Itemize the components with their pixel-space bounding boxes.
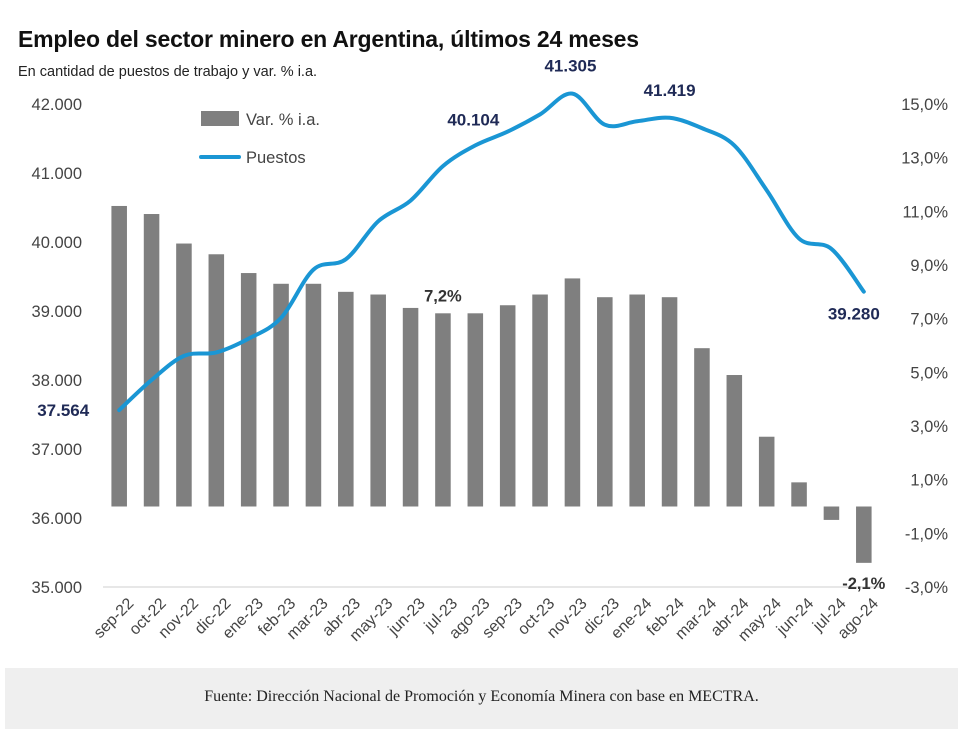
- bar-ene-24: [629, 294, 645, 507]
- x-tick-label: sep-22: [91, 595, 138, 642]
- source-footer: Fuente: Dirección Nacional de Promoción …: [5, 668, 958, 729]
- bar-data-label: 7,2%: [424, 287, 462, 305]
- bar-jun-24: [791, 482, 807, 507]
- bar-may-24: [758, 436, 775, 507]
- bar-abr-24: [726, 375, 743, 507]
- bar-dic-22: [208, 254, 225, 507]
- y-right-tick-label: -1,0%: [905, 525, 948, 543]
- y-right-tick-label: 9,0%: [910, 257, 948, 275]
- bar-ene-23: [240, 273, 257, 507]
- bar-jun-23: [402, 307, 419, 507]
- bar-jul-24: [823, 506, 840, 520]
- y-right-tick-label: 1,0%: [910, 472, 948, 490]
- line-data-label: 37.564: [37, 401, 90, 420]
- bar-ago-23: [467, 313, 484, 507]
- y-left-tick-label: 38.000: [32, 372, 82, 390]
- legend-line-label: Puestos: [246, 149, 306, 167]
- x-tick-label: jun-23: [385, 595, 429, 639]
- y-right-tick-label: 5,0%: [910, 364, 948, 382]
- y-left-tick-label: 37.000: [32, 441, 82, 459]
- bar-nov-23: [564, 278, 581, 507]
- bar-dic-23: [597, 297, 613, 507]
- y-right-tick-label: 11,0%: [902, 203, 948, 221]
- y-left-tick-label: 40.000: [32, 234, 82, 252]
- employment-chart: 42.000 41.000 40.000 39.000 38.000 37.000 36.0…: [32, 57, 949, 645]
- legend-bar-swatch: [201, 111, 239, 126]
- bar-sep-23: [499, 305, 516, 507]
- y-right-tick-label: 7,0%: [910, 311, 948, 329]
- bar-jul-23: [435, 313, 451, 507]
- bar-oct-22: [143, 214, 160, 507]
- puestos-line: [117, 91, 866, 413]
- legend-bar-label: Var. % i.a.: [246, 111, 320, 129]
- y-right-tick-label: 3,0%: [910, 418, 948, 436]
- bar-nov-22: [176, 243, 192, 507]
- bar-feb-23: [273, 283, 289, 507]
- x-tick-label: jun-24: [773, 595, 817, 639]
- y-right-tick-label: -3,0%: [905, 579, 948, 597]
- bar-ago-24: [856, 506, 872, 563]
- bar-sep-22: [111, 205, 127, 507]
- y-right-tick-label: 13,0%: [901, 150, 948, 168]
- bar-mar-24: [694, 348, 710, 507]
- chart-title: Empleo del sector minero en Argentina, ú…: [18, 26, 639, 52]
- line-data-label: 39.280: [828, 305, 880, 324]
- y-left-tick-label: 35.000: [32, 579, 82, 597]
- bar-may-23: [370, 294, 386, 507]
- bar-feb-24: [661, 297, 678, 507]
- y-left-tick-label: 42.000: [32, 96, 82, 114]
- y-right-tick-label: 15,0%: [901, 96, 948, 114]
- line-data-label: 40.104: [447, 110, 500, 129]
- y-left-tick-label: 41.000: [32, 165, 82, 183]
- bar-oct-23: [532, 294, 548, 507]
- line-data-label: 41.305: [544, 57, 596, 76]
- y-left-tick-label: 39.000: [32, 303, 82, 321]
- line-data-label: 41.419: [644, 81, 696, 100]
- chart-subtitle: En cantidad de puestos de trabajo y var.…: [18, 64, 318, 80]
- bar-abr-23: [338, 291, 354, 507]
- source-text: Fuente: Dirección Nacional de Promoción …: [204, 688, 759, 705]
- bar-data-label: -2,1%: [842, 575, 885, 593]
- y-left-tick-label: 36.000: [32, 510, 82, 528]
- bar-mar-23: [305, 283, 322, 507]
